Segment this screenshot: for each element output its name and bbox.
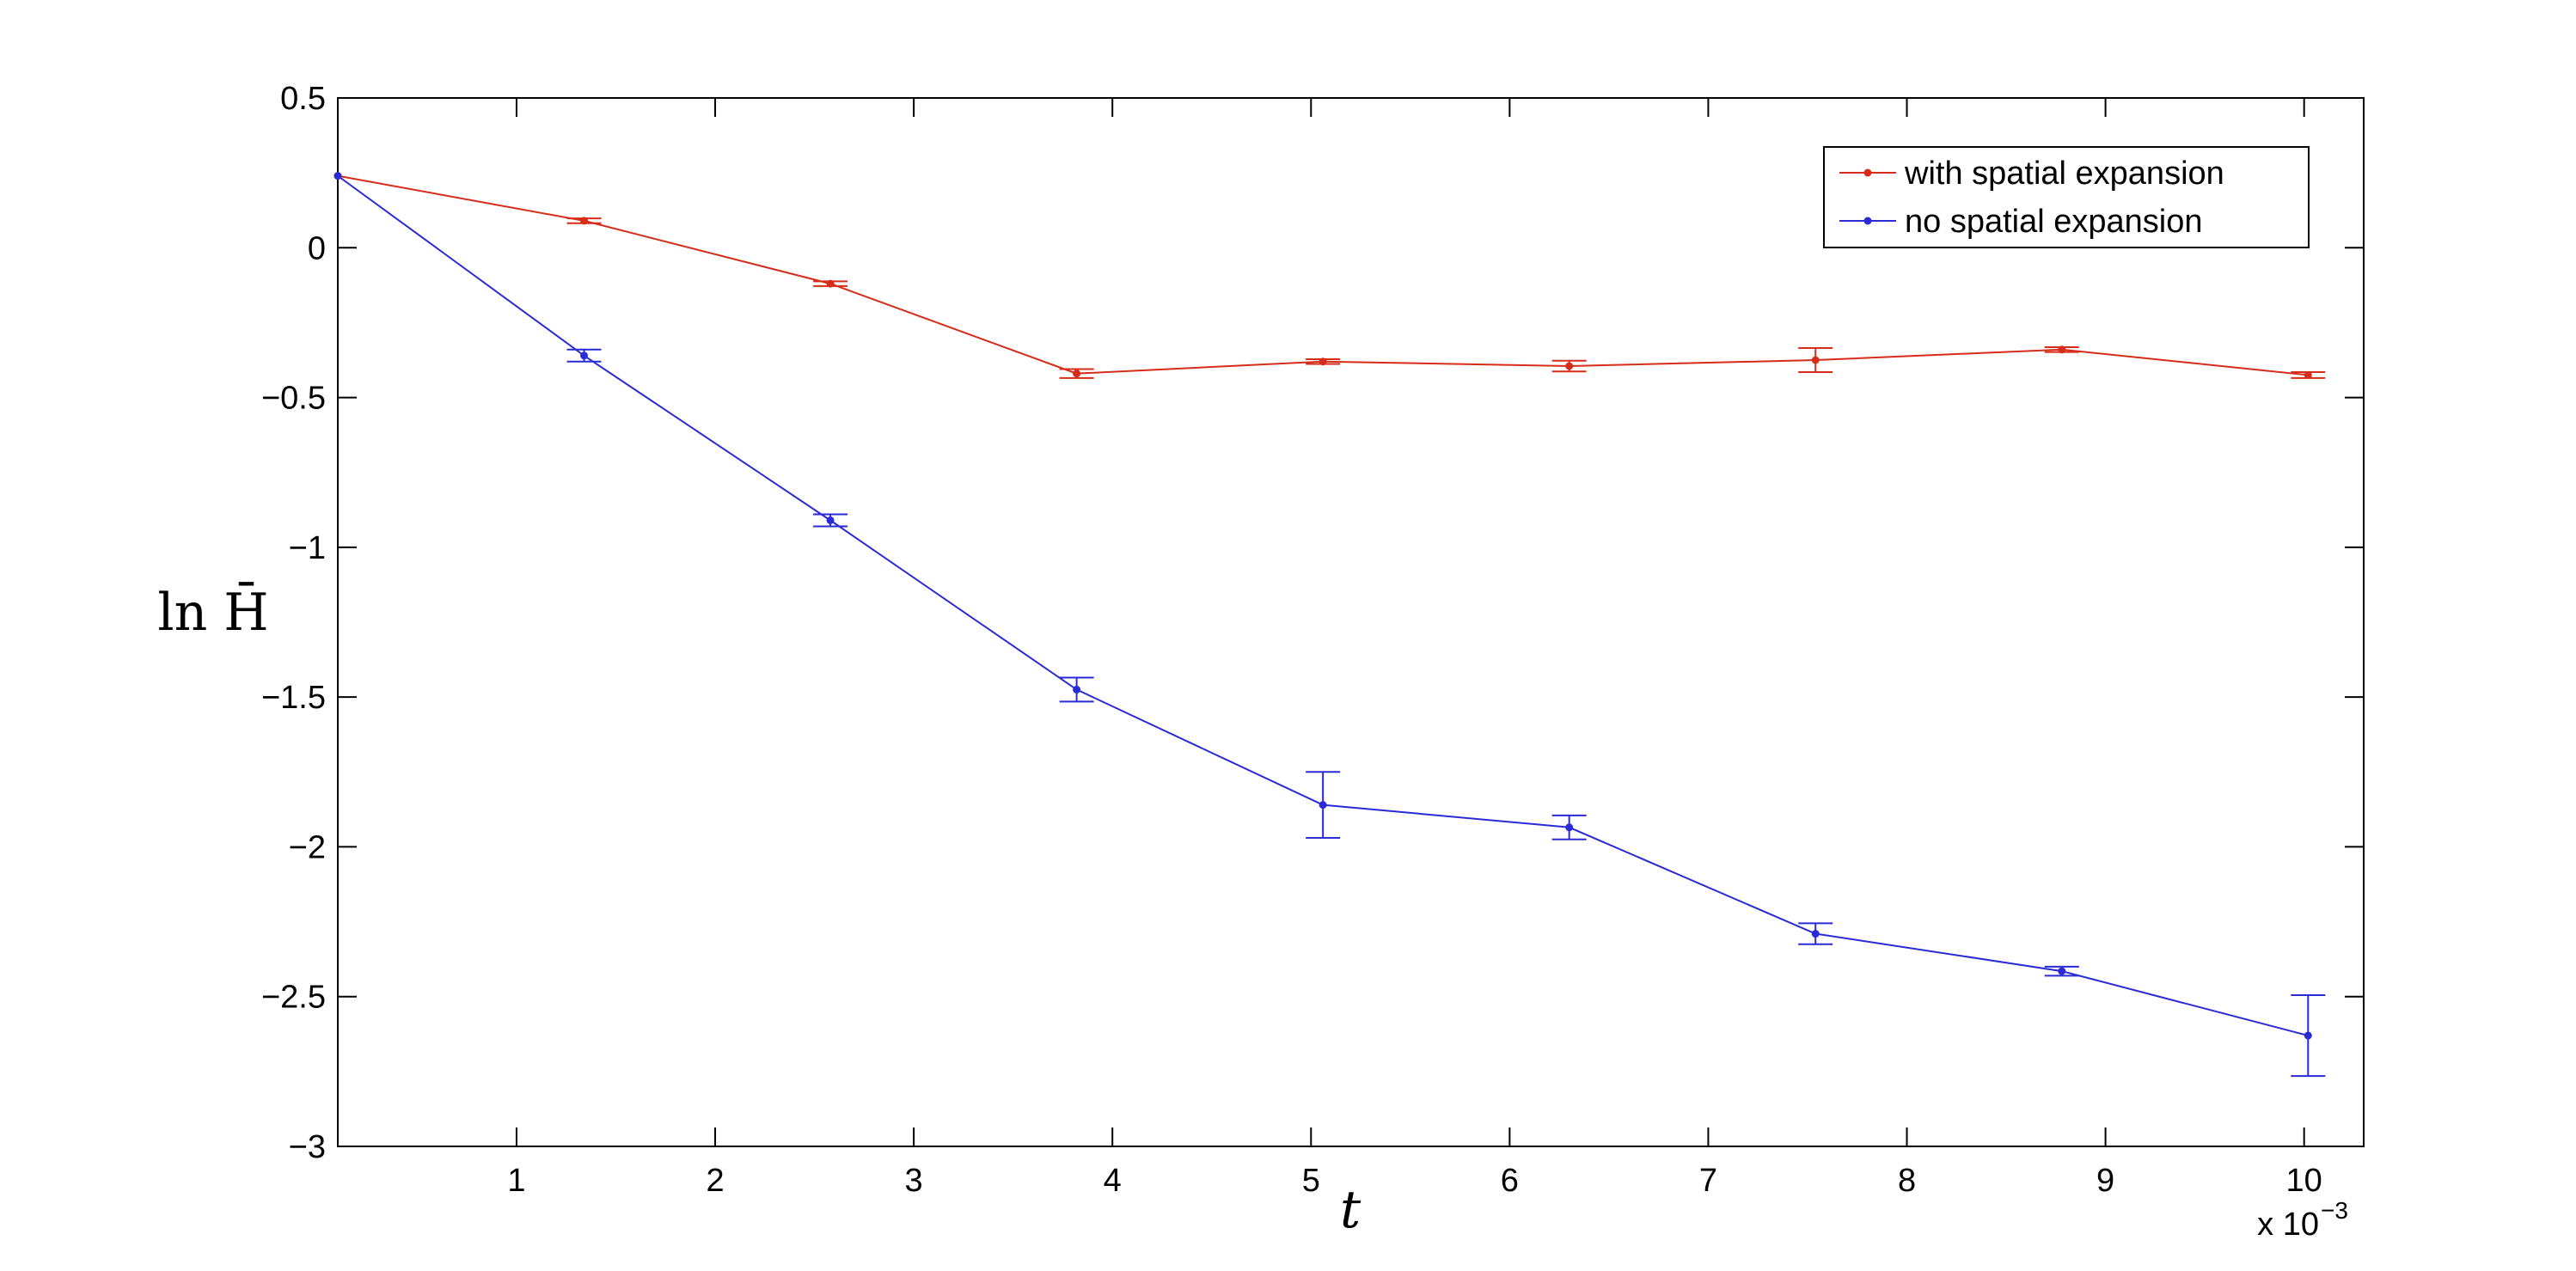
- y-tick-label: −1.5: [261, 680, 326, 716]
- data-point: [1565, 823, 1574, 832]
- legend-marker-no-spatial-expansion: [1863, 217, 1872, 225]
- legend-label-with-spatial-expansion: with spatial expansion: [1904, 156, 2224, 192]
- data-point: [826, 279, 835, 288]
- y-tick-label: −0.5: [261, 381, 326, 417]
- data-point: [1811, 930, 1820, 938]
- x-tick-label: 2: [706, 1163, 724, 1199]
- y-axis-label: ln H̄: [157, 582, 268, 643]
- data-point: [1073, 370, 1081, 378]
- x-axis-label: t: [1340, 1180, 1361, 1240]
- legend: with spatial expansion no spatial expans…: [1823, 146, 2310, 248]
- x-tick-label: 10: [2286, 1163, 2322, 1199]
- data-point: [1319, 801, 1327, 810]
- y-tick-label: 0: [308, 230, 326, 266]
- data-point: [580, 217, 589, 225]
- x-tick-label: 4: [1104, 1163, 1122, 1199]
- x-tick-label: 8: [1898, 1163, 1916, 1199]
- series-with-spatial-expansion: [333, 172, 2326, 379]
- y-tick-label: −1: [289, 530, 326, 566]
- data-point: [1319, 357, 1327, 366]
- ticks: 1 2 3 4 5 6 7 8 9 10 0.5 0 −0.5 −1 −1.5 −2 −2.5 −3: [261, 81, 2364, 1199]
- x-scale-exponent: −3: [2321, 1197, 2348, 1224]
- y-tick-label: −3: [289, 1129, 326, 1165]
- y-tick-label: −2.5: [261, 980, 326, 1016]
- x-tick-label: 5: [1302, 1163, 1320, 1199]
- series-no-spatial-expansion: [333, 172, 2326, 1078]
- x-tick-label: 3: [905, 1163, 923, 1199]
- data-point: [333, 172, 342, 180]
- data-point: [2304, 370, 2312, 379]
- y-tick-label: −2: [289, 829, 326, 865]
- data-point: [1073, 685, 1081, 694]
- x-tick-label: 9: [2096, 1163, 2114, 1199]
- x-tick-label: 7: [1699, 1163, 1717, 1199]
- data-point: [2304, 1031, 2312, 1040]
- data-point: [1565, 362, 1574, 370]
- data-point: [1811, 356, 1820, 364]
- data-point: [2058, 967, 2066, 975]
- legend-box: [1823, 146, 2310, 248]
- data-point: [580, 351, 589, 360]
- legend-label-no-spatial-expansion: no spatial expansion: [1905, 204, 2202, 240]
- x-scale-note: x 10: [2257, 1207, 2319, 1243]
- legend-marker-with-spatial-expansion: [1863, 168, 1872, 177]
- series-layer: [333, 172, 2326, 1078]
- plot-area: [337, 97, 2365, 1147]
- data-point: [826, 516, 835, 524]
- data-point: [2058, 345, 2066, 354]
- x-tick-label: 1: [507, 1163, 525, 1199]
- y-tick-label: 0.5: [280, 81, 326, 117]
- x-tick-label: 6: [1501, 1163, 1519, 1199]
